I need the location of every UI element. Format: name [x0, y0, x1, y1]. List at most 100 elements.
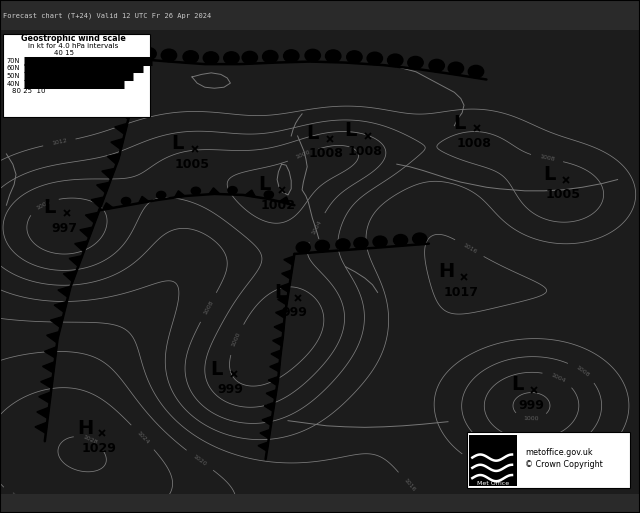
Circle shape [429, 60, 444, 72]
Text: 1008: 1008 [202, 299, 214, 315]
Text: 1016: 1016 [402, 478, 416, 492]
Polygon shape [108, 153, 120, 165]
Text: 1005: 1005 [546, 188, 580, 202]
Circle shape [354, 238, 368, 249]
Text: L: L [274, 283, 287, 302]
Polygon shape [264, 402, 275, 411]
Text: 1005: 1005 [175, 157, 209, 171]
Text: 997: 997 [51, 222, 77, 235]
Circle shape [228, 187, 237, 194]
Polygon shape [260, 429, 270, 439]
Circle shape [373, 236, 387, 247]
Polygon shape [266, 390, 276, 399]
Circle shape [408, 56, 423, 69]
Bar [0, 0, 640, 30]
Text: 1004: 1004 [311, 220, 323, 235]
Polygon shape [42, 362, 54, 373]
Polygon shape [69, 255, 83, 266]
Text: 1029: 1029 [82, 442, 116, 456]
Text: 1024: 1024 [136, 430, 150, 445]
Text: L: L [210, 360, 223, 379]
Text: 60N: 60N [6, 65, 20, 71]
Text: 1002: 1002 [261, 199, 296, 212]
Polygon shape [279, 197, 289, 204]
Circle shape [448, 62, 463, 74]
Polygon shape [118, 108, 131, 120]
Circle shape [413, 233, 427, 244]
Text: 1008: 1008 [575, 365, 590, 378]
Text: 1020: 1020 [192, 453, 207, 467]
Polygon shape [209, 188, 220, 194]
Circle shape [204, 52, 219, 64]
Text: 1000: 1000 [523, 416, 539, 422]
Polygon shape [274, 323, 284, 332]
Circle shape [224, 52, 239, 64]
Bar [469, 435, 517, 486]
Text: 1000: 1000 [35, 199, 51, 211]
Text: H: H [438, 262, 455, 282]
Text: 1017: 1017 [444, 286, 478, 299]
Polygon shape [37, 407, 49, 419]
Circle shape [367, 52, 383, 65]
Text: 1024: 1024 [9, 491, 25, 504]
Text: 50N: 50N [6, 73, 20, 79]
Text: Met Office: Met Office [477, 481, 509, 486]
Text: 999: 999 [518, 399, 544, 412]
Polygon shape [63, 271, 77, 282]
Text: L: L [306, 124, 319, 143]
Text: 1008: 1008 [348, 145, 382, 158]
Bar [467, 432, 630, 488]
Circle shape [468, 66, 484, 78]
Polygon shape [121, 92, 133, 103]
Polygon shape [111, 139, 124, 149]
Text: H: H [77, 419, 93, 438]
Circle shape [157, 191, 166, 199]
Polygon shape [75, 241, 88, 252]
Polygon shape [269, 363, 280, 372]
Circle shape [347, 51, 362, 63]
Polygon shape [58, 286, 70, 298]
Polygon shape [123, 76, 135, 88]
Polygon shape [268, 377, 278, 386]
Circle shape [242, 51, 257, 64]
Text: L: L [344, 121, 357, 141]
Polygon shape [102, 203, 113, 210]
Circle shape [296, 242, 310, 253]
Polygon shape [102, 168, 115, 179]
Circle shape [388, 54, 403, 66]
Polygon shape [91, 197, 104, 208]
Polygon shape [54, 301, 67, 312]
Circle shape [284, 50, 299, 62]
Circle shape [316, 241, 330, 252]
Text: L: L [453, 113, 466, 133]
Text: 40 15: 40 15 [54, 50, 74, 56]
Polygon shape [262, 416, 272, 425]
Text: 1016: 1016 [595, 0, 611, 3]
Polygon shape [115, 123, 127, 134]
Text: L: L [511, 375, 524, 394]
Circle shape [394, 234, 408, 246]
Polygon shape [282, 270, 292, 279]
Polygon shape [80, 227, 93, 238]
Polygon shape [278, 295, 288, 305]
Polygon shape [175, 191, 185, 198]
Text: © Crown Copyright: © Crown Copyright [525, 460, 602, 469]
Text: 1004: 1004 [550, 372, 566, 384]
Polygon shape [85, 212, 99, 223]
Text: L: L [44, 198, 56, 218]
Circle shape [336, 239, 350, 250]
Text: 1012: 1012 [468, 457, 484, 468]
Circle shape [183, 51, 198, 63]
Polygon shape [271, 350, 281, 359]
Text: 999: 999 [282, 306, 307, 320]
Polygon shape [125, 61, 138, 72]
Text: 70N: 70N [6, 57, 20, 64]
Text: 1008: 1008 [456, 137, 491, 150]
Circle shape [122, 198, 131, 205]
Polygon shape [97, 182, 109, 193]
Text: L: L [543, 165, 556, 184]
Text: 40N: 40N [6, 81, 20, 87]
Bar [3, 34, 150, 117]
Text: 1008: 1008 [539, 154, 555, 163]
Polygon shape [273, 337, 283, 346]
